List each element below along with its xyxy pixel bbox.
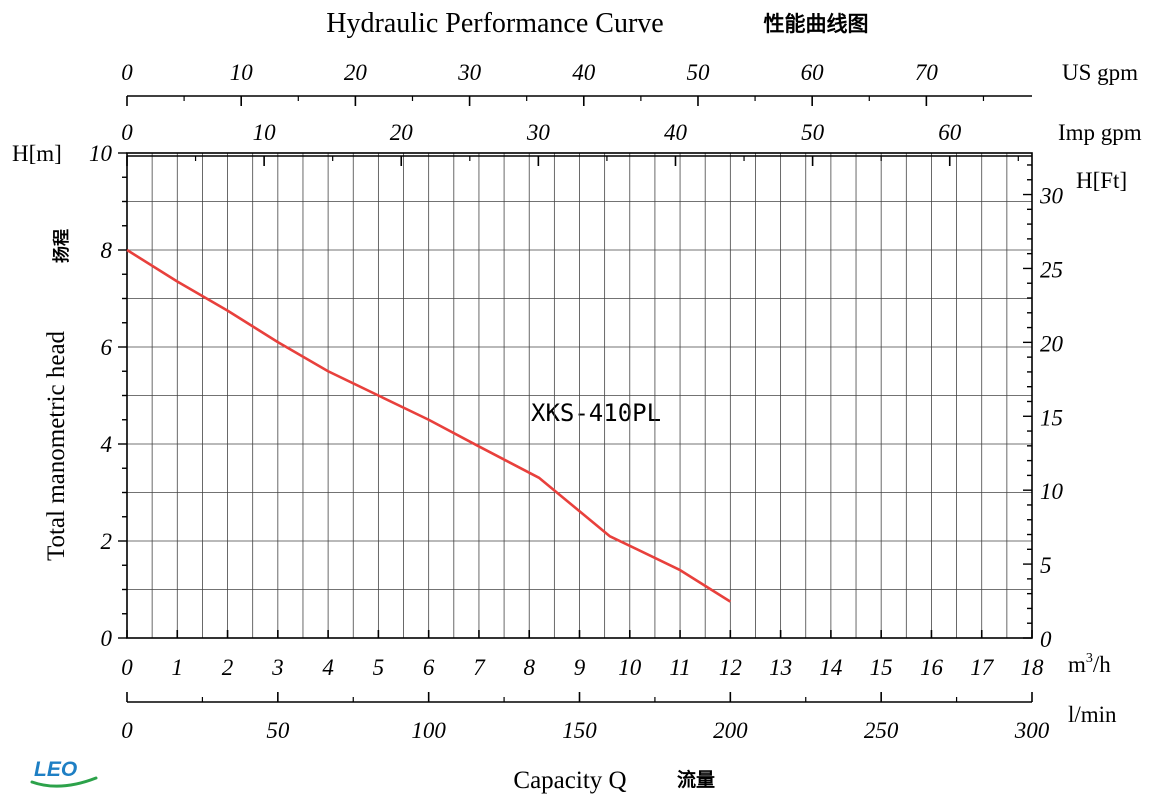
x-axis-unit-label: m3/h bbox=[1068, 651, 1111, 677]
x-axis-title: Capacity Q bbox=[513, 767, 626, 794]
y2-axis-tick-label: 10 bbox=[1040, 479, 1064, 504]
x-axis-tick-label: 17 bbox=[970, 655, 995, 680]
x-axis-tick-label: 7 bbox=[473, 655, 486, 680]
us-gpm-axis-label: US gpm bbox=[1062, 60, 1138, 85]
x-axis-tick-label: 0 bbox=[121, 655, 133, 680]
x-axis-tick-label: 9 bbox=[574, 655, 586, 680]
logo-swoosh bbox=[30, 776, 98, 788]
series-line bbox=[126, 248, 732, 603]
y2-axis-tick-label: 30 bbox=[1039, 184, 1064, 209]
imp-gpm-axis-label: Imp gpm bbox=[1058, 120, 1142, 145]
x-axis-tick-label: 4 bbox=[322, 655, 334, 680]
x-axis-tick-label: 13 bbox=[769, 655, 792, 680]
y-axis-tick-label: 8 bbox=[101, 238, 113, 263]
x-axis-tick-label: 1 bbox=[172, 655, 184, 680]
y-axis-tick-label: 0 bbox=[101, 626, 113, 651]
chart-title: Hydraulic Performance Curve bbox=[326, 8, 663, 39]
lmin-tick-label: 50 bbox=[266, 718, 290, 743]
lmin-tick-label: 100 bbox=[411, 718, 446, 743]
chart-title-cn: 性能曲线图 bbox=[764, 12, 869, 36]
us-gpm-tick-label: 0 bbox=[121, 60, 133, 85]
y2-axis-tick-label: 25 bbox=[1040, 257, 1063, 282]
x-axis-tick-label: 14 bbox=[819, 655, 842, 680]
x-axis-tick-label: 15 bbox=[870, 655, 893, 680]
y2-axis-tick-label: 15 bbox=[1040, 405, 1063, 430]
imp-gpm-tick-label: 20 bbox=[390, 120, 414, 145]
x-axis-tick-label: 11 bbox=[669, 655, 690, 680]
y2-axis-tick-label: 20 bbox=[1040, 331, 1064, 356]
x-axis-tick-label: 3 bbox=[271, 655, 284, 680]
lmin-axis-label: l/min bbox=[1068, 702, 1117, 727]
x-axis-tick-label: 16 bbox=[920, 655, 944, 680]
y-axis-label: Total manometric head bbox=[43, 330, 70, 561]
x-axis-tick-label: 8 bbox=[523, 655, 535, 680]
lmin-tick-label: 0 bbox=[121, 718, 133, 743]
x-axis-tick-label: 6 bbox=[423, 655, 435, 680]
y-axis-tick-label: 10 bbox=[89, 141, 113, 166]
y2-axis-tick-label: 5 bbox=[1040, 553, 1052, 578]
x-axis-title-cn: 流量 bbox=[677, 768, 715, 791]
logo-text: LEO bbox=[34, 758, 77, 781]
y-unit-label: H[m] bbox=[12, 141, 62, 166]
series-lines bbox=[126, 248, 732, 603]
imp-gpm-tick-label: 30 bbox=[526, 120, 551, 145]
us-gpm-tick-label: 40 bbox=[572, 60, 596, 85]
lmin-tick-label: 300 bbox=[1014, 718, 1050, 743]
y-axis-tick-label: 4 bbox=[101, 432, 113, 457]
us-gpm-tick-label: 20 bbox=[344, 60, 368, 85]
x-axis-tick-label: 2 bbox=[222, 655, 234, 680]
y2-axis-label: H[Ft] bbox=[1076, 168, 1127, 193]
us-gpm-tick-label: 30 bbox=[457, 60, 482, 85]
imp-gpm-tick-label: 50 bbox=[801, 120, 825, 145]
lmin-tick-label: 200 bbox=[713, 718, 748, 743]
grid bbox=[126, 152, 1033, 639]
x-axis-tick-label: 12 bbox=[719, 655, 742, 680]
y2-axis-tick-label: 0 bbox=[1040, 627, 1052, 652]
imp-gpm-tick-label: 60 bbox=[938, 120, 962, 145]
tick-labels: 0 10 20 30 40 50 60 700 10 20 30 40 50 600 50 100 150 200… bbox=[89, 60, 1064, 743]
us-gpm-tick-label: 70 bbox=[915, 60, 939, 85]
lmin-tick-label: 150 bbox=[562, 718, 597, 743]
y-axis-tick-label: 6 bbox=[101, 335, 113, 360]
us-gpm-tick-label: 60 bbox=[801, 60, 825, 85]
imp-gpm-tick-label: 0 bbox=[121, 120, 133, 145]
us-gpm-tick-label: 50 bbox=[686, 60, 710, 85]
lmin-tick-label: 250 bbox=[864, 718, 899, 743]
y-axis-label-cn: 扬程 bbox=[51, 229, 72, 263]
leo-logo: LEO bbox=[30, 758, 98, 788]
axes bbox=[118, 95, 1033, 703]
imp-gpm-tick-label: 10 bbox=[253, 120, 277, 145]
x-axis-tick-label: 18 bbox=[1021, 655, 1045, 680]
series-label: XKS-410PL bbox=[531, 399, 661, 427]
y-axis-tick-label: 2 bbox=[101, 529, 113, 554]
x-axis-tick-label: 10 bbox=[618, 655, 642, 680]
us-gpm-tick-label: 10 bbox=[230, 60, 254, 85]
x-axis-tick-label: 5 bbox=[373, 655, 385, 680]
imp-gpm-tick-label: 40 bbox=[664, 120, 688, 145]
